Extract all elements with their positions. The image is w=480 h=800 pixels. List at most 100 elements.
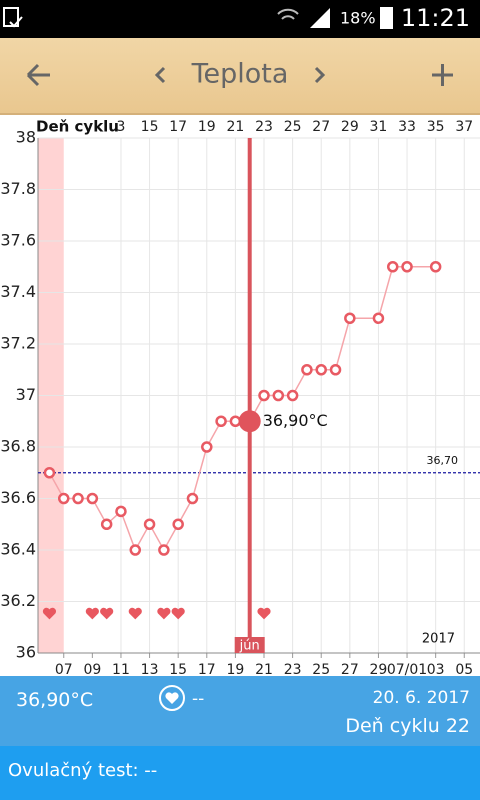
heart-icon xyxy=(159,685,185,711)
wifi-icon xyxy=(277,8,299,20)
battery-icon xyxy=(380,7,393,29)
temperature-point xyxy=(272,389,285,402)
temperature-line xyxy=(48,266,436,552)
date-tick-label: 13 xyxy=(141,662,159,676)
temperature-point xyxy=(401,261,413,273)
selected-point xyxy=(238,410,261,433)
x-tick-label: 15 xyxy=(141,119,159,135)
prev-button[interactable] xyxy=(154,66,166,84)
temperature-point xyxy=(143,518,156,530)
toolbar-title: Teplota xyxy=(191,59,289,90)
temperature-point xyxy=(229,415,242,427)
x-tick-label: 29 xyxy=(341,119,359,135)
month-badge xyxy=(234,637,265,653)
temperature-point xyxy=(315,364,327,376)
temperature-point xyxy=(43,467,56,479)
status-bar: 18% 11:21 xyxy=(0,0,480,38)
chart: 36 36.2 36.4 36.6 36.8 37 37.2 37.4 37.6 37.8 38De… xyxy=(0,118,480,676)
date-tick-label: 29 xyxy=(370,662,388,676)
y-tick-label: 37.6 xyxy=(0,231,36,250)
x-tick-label: 33 xyxy=(398,119,416,135)
x-tick-label: 17 xyxy=(169,119,187,135)
intercourse-heart xyxy=(157,607,171,620)
y-tick-label: 36 xyxy=(16,643,36,662)
temperature-point xyxy=(115,505,127,518)
temperature-point xyxy=(201,441,213,453)
y-tick-label: 36.6 xyxy=(0,488,36,507)
month-label: jún xyxy=(239,639,260,654)
date-tick-label: 11 xyxy=(112,662,130,676)
x-tick-label: 35 xyxy=(427,119,445,135)
intercourse-heart xyxy=(42,607,57,620)
date: 20. 6. 2017 xyxy=(372,688,470,708)
notification-check xyxy=(9,16,23,28)
temperature-point xyxy=(258,389,270,402)
x-tick-label: 27 xyxy=(312,119,330,135)
intercourse-heart xyxy=(128,607,142,620)
x-tick-label: 21 xyxy=(226,119,244,135)
signal-icon xyxy=(310,8,330,28)
temperature-point xyxy=(186,492,199,505)
x-tick-label: 37 xyxy=(455,119,473,135)
temperature-point xyxy=(72,492,84,505)
date-tick-label: 19 xyxy=(226,662,244,676)
intercourse-heart xyxy=(257,607,271,620)
temperature-point xyxy=(301,364,313,376)
year-label: 2017 xyxy=(422,632,455,647)
y-tick-label: 37.8 xyxy=(0,179,36,198)
notification-icon xyxy=(3,7,19,27)
date-tick-label: 15 xyxy=(169,662,187,676)
y-tick-label: 37.4 xyxy=(0,282,36,301)
temperature-point xyxy=(172,518,184,530)
y-tick-label: 36.2 xyxy=(0,591,36,610)
date-tick-label: 27 xyxy=(341,662,359,676)
temperature-point xyxy=(86,492,99,505)
date-tick-label: 23 xyxy=(284,662,302,676)
battery-level: 18% xyxy=(340,9,376,28)
clock: 11:21 xyxy=(401,4,470,32)
y-tick-label: 37.2 xyxy=(0,334,36,353)
x-tick-label: 19 xyxy=(198,119,216,135)
toolbar: Teplota xyxy=(0,38,480,115)
intercourse: -- xyxy=(192,689,205,709)
next-button[interactable] xyxy=(314,66,326,84)
cycle-day: Deň cyklu 22 xyxy=(345,715,470,737)
x-tick-label: 31 xyxy=(370,119,388,135)
intercourse-heart xyxy=(100,607,114,620)
y-tick-label: 37 xyxy=(16,385,36,404)
temperature-point xyxy=(158,544,170,556)
temperature-point xyxy=(372,312,385,324)
date-tick-label: 07 xyxy=(55,662,73,676)
temperature-point xyxy=(100,518,113,530)
intercourse-heart xyxy=(85,607,99,620)
intercourse-heart xyxy=(171,607,185,620)
back-button[interactable] xyxy=(26,63,50,87)
temperature-point xyxy=(215,415,227,427)
coverline-label: 36,70 xyxy=(427,454,459,467)
temperature-point xyxy=(129,544,142,556)
x-tick-label: 3 xyxy=(117,119,126,135)
add-button[interactable] xyxy=(432,64,453,86)
temperature: 36,90°C xyxy=(16,689,94,711)
date-tick-label: 21 xyxy=(255,662,273,676)
date-tick-label: 25 xyxy=(312,662,330,676)
y-tick-label: 36.8 xyxy=(0,437,36,456)
temperature-point xyxy=(344,312,356,324)
temperature-point xyxy=(286,389,299,402)
temperature-point xyxy=(429,261,442,273)
y-tick-label: 36.4 xyxy=(0,540,36,559)
date-tick-label: 17 xyxy=(198,662,216,676)
date-tick-label: 09 xyxy=(83,662,101,676)
toolbar-icons: Teplota xyxy=(26,59,453,90)
status-icons: 18% 11:21 xyxy=(3,4,470,32)
date-tick-label: 03 xyxy=(427,662,445,676)
ovulation-test-label: Ovulačný test: -- xyxy=(8,760,158,781)
selected-label: 36,90°C xyxy=(263,411,328,430)
date-tick-label: 05 xyxy=(455,662,473,676)
date-tick-label: 07/01 xyxy=(387,662,427,676)
y-tick-label: 38 xyxy=(16,128,36,147)
ovulation-test[interactable]: Ovulačný test: -- xyxy=(0,746,480,800)
temperature-point xyxy=(386,261,399,273)
day-info: 36,90°C -- 20. 6. 2017 Deň cyklu 22 xyxy=(0,676,480,746)
